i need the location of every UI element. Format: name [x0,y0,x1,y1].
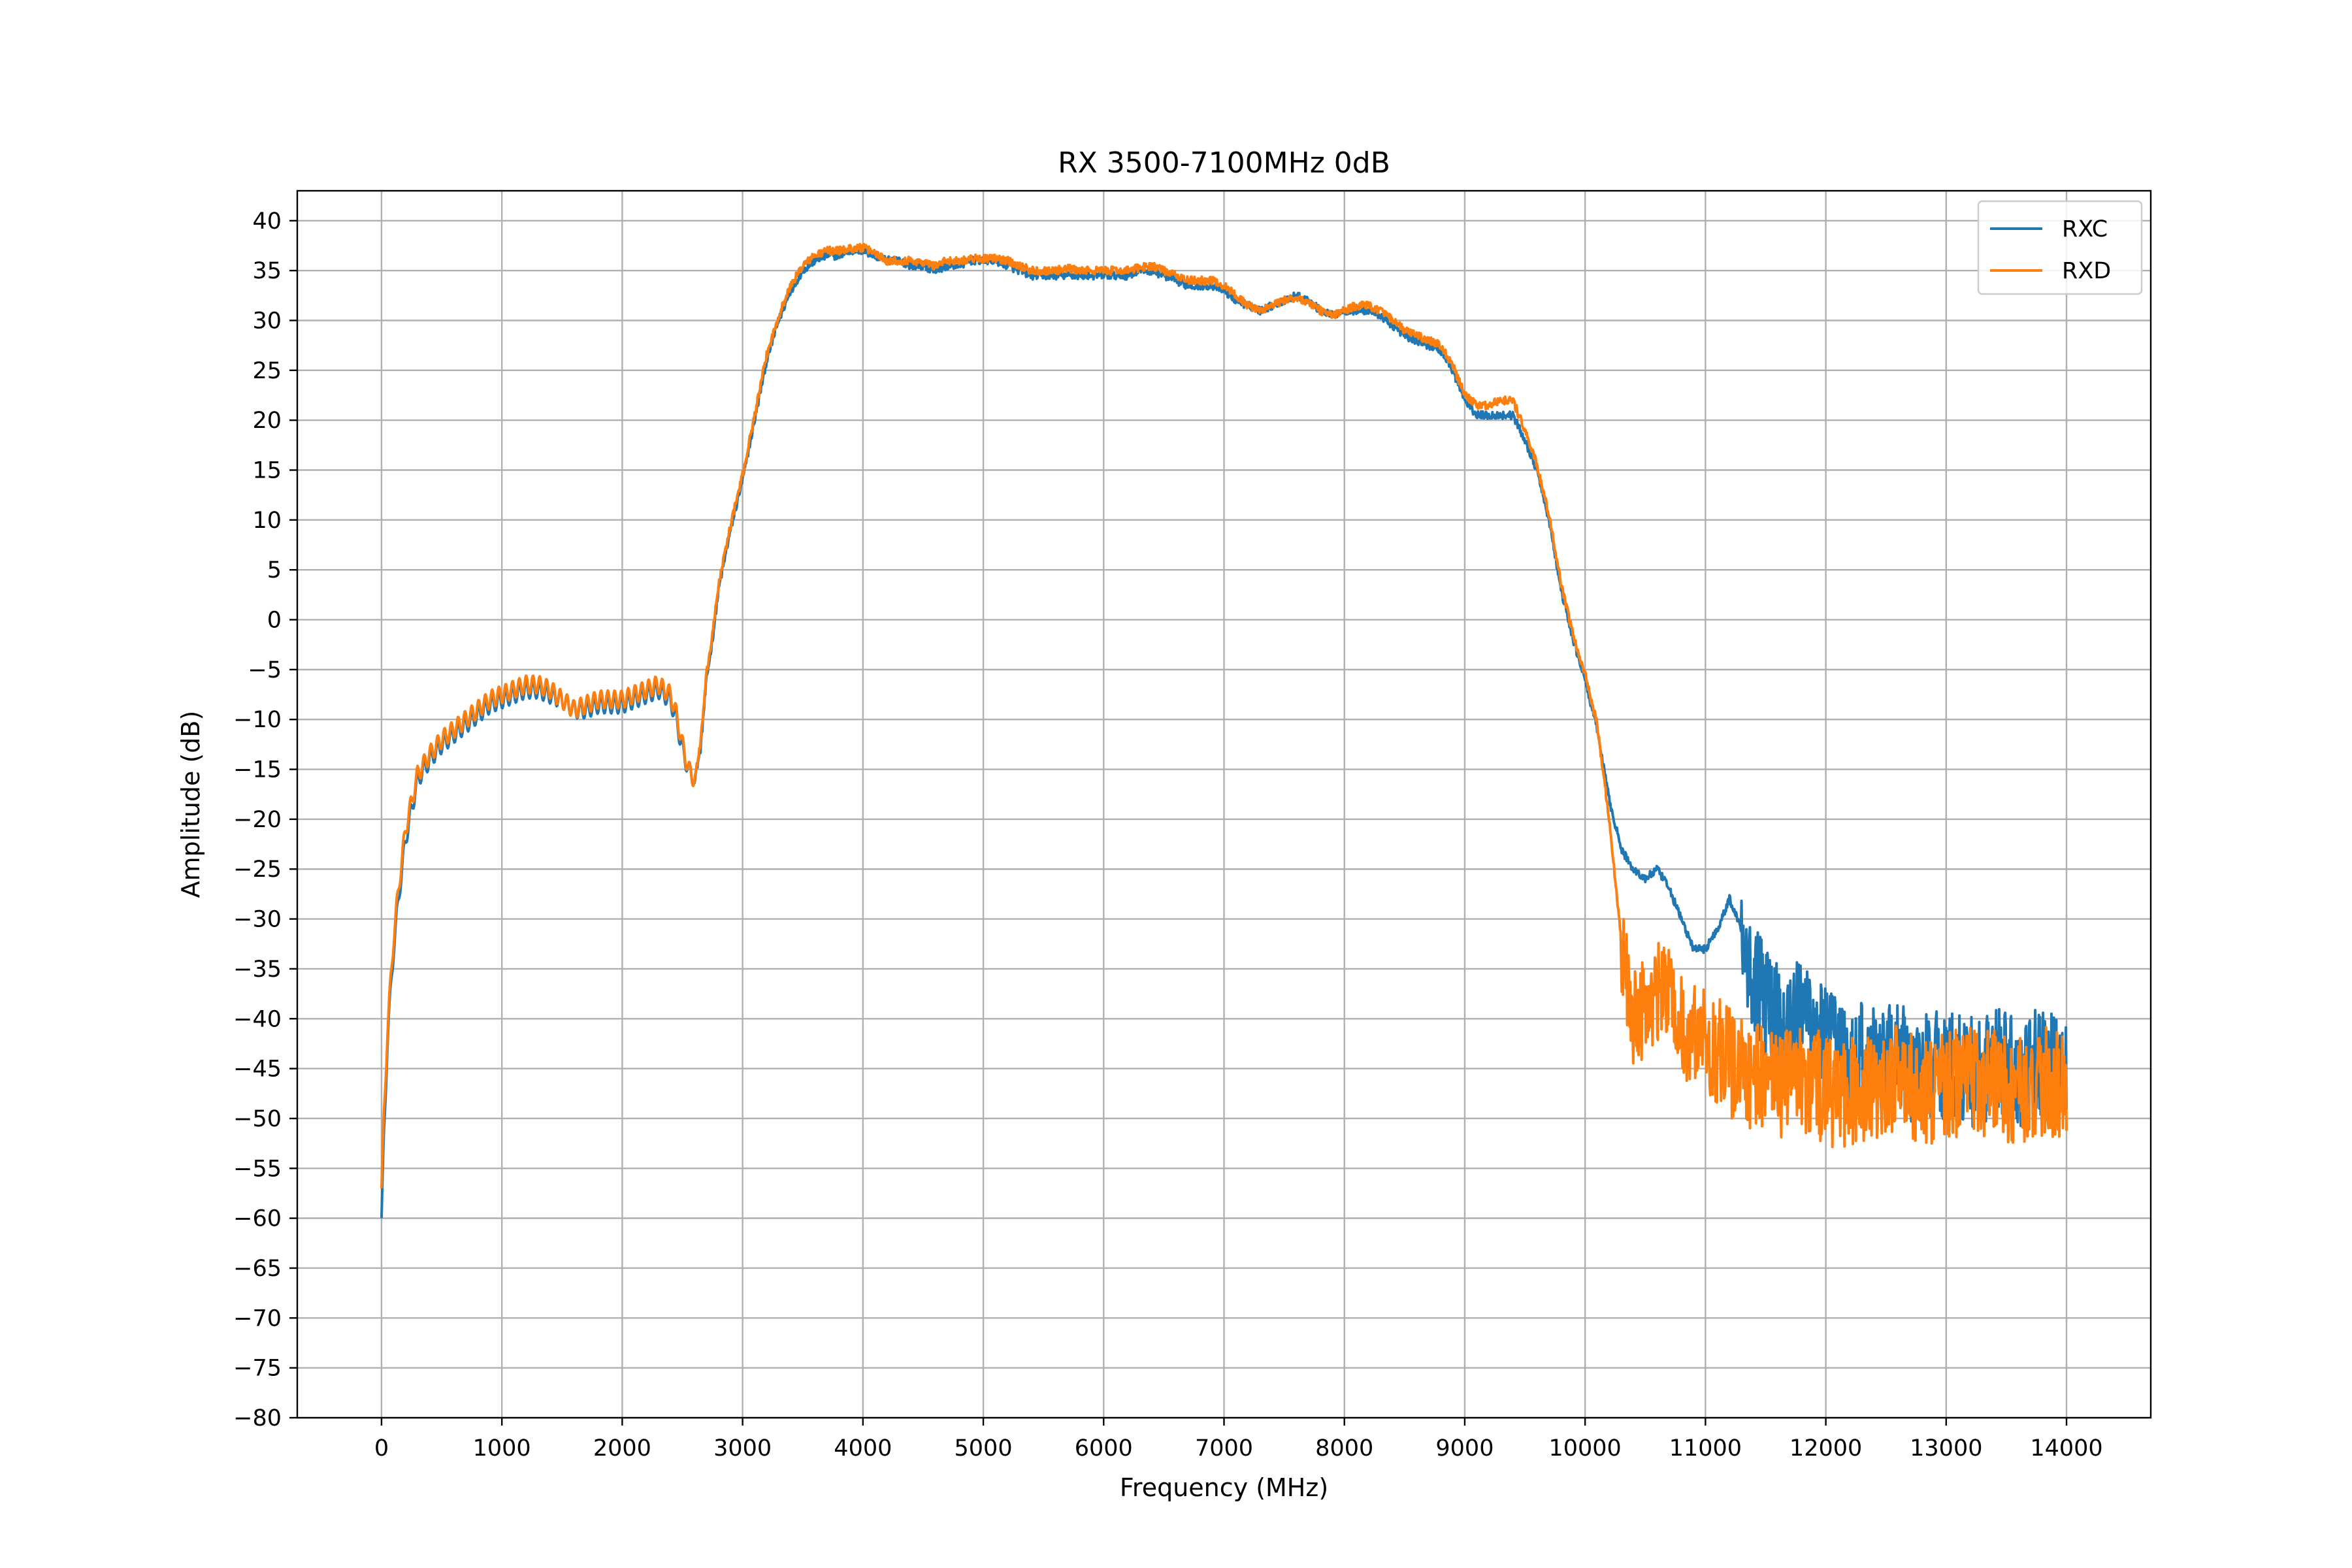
x-tick-label: 2000 [593,1435,651,1462]
x-tick-label: 7000 [1195,1435,1253,1462]
axis-ticks: 0 1000 2000 3000 4000 5000 6000 7000 8000 9000 100… [233,208,2103,1462]
x-tick-label: 12000 [1789,1435,1862,1462]
legend-box [1977,200,2143,295]
y-tick-label: 40 [252,208,282,235]
x-tick-label: 8000 [1315,1435,1373,1462]
grid [297,191,2151,1419]
x-tick-label: 1000 [473,1435,531,1462]
x-tick-label: 14000 [2030,1435,2102,1462]
x-tick-label: 5000 [955,1435,1013,1462]
y-tick-label: −10 [233,707,282,733]
y-tick-label: −35 [233,956,282,983]
x-tick-label: 3000 [713,1435,772,1462]
chart-title: RX 3500-7100MHz 0dB [1058,146,1390,180]
y-tick-label: 25 [252,358,282,384]
y-tick-label: −5 [248,657,282,683]
x-tick-label: 9000 [1435,1435,1494,1462]
y-tick-label: −15 [233,757,282,783]
y-tick-label: −75 [233,1356,282,1382]
x-tick-label: 4000 [834,1435,892,1462]
series-line-rxd [380,242,2068,1188]
y-tick-label: −30 [233,907,282,933]
x-tick-label: 13000 [1910,1435,1982,1462]
legend: RXC RXD [1977,200,2143,295]
y-tick-label: 30 [252,308,282,334]
y-tick-label: −20 [233,807,282,833]
y-tick-label: 20 [252,408,282,434]
y-tick-label: 10 [252,508,282,534]
y-tick-label: 5 [267,557,282,583]
y-tick-label: −50 [233,1106,282,1132]
y-tick-label: −70 [233,1305,282,1331]
y-tick-label: −60 [233,1206,282,1232]
x-axis-label: Frequency (MHz) [1120,1473,1328,1502]
y-tick-label: −40 [233,1006,282,1032]
series-layer [380,242,2068,1218]
x-tick-label: 6000 [1075,1435,1133,1462]
y-tick-label: −25 [233,857,282,883]
x-tick-label: 0 [374,1435,389,1462]
y-tick-label: 0 [267,608,282,634]
y-tick-label: 15 [252,458,282,484]
y-tick-label: −80 [233,1405,282,1431]
y-tick-label: −55 [233,1156,282,1182]
legend-label-rxd: RXD [2062,258,2111,284]
x-tick-label: 11000 [1669,1435,1742,1462]
y-tick-label: −65 [233,1256,282,1282]
y-tick-label: 35 [252,258,282,284]
x-tick-label: 10000 [1548,1435,1621,1462]
y-axis-label: Amplitude (dB) [176,711,205,898]
y-tick-label: −45 [233,1056,282,1083]
legend-label-rxc: RXC [2062,216,2108,242]
